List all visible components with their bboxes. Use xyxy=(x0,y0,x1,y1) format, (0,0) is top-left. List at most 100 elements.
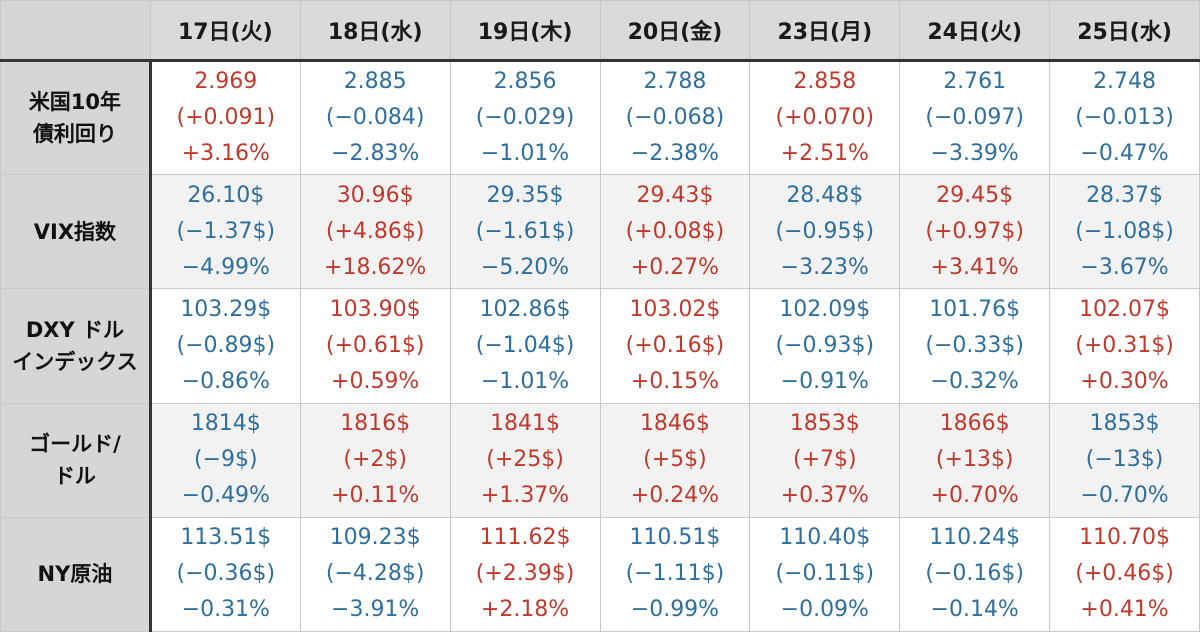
cell-change: (+0.31$) xyxy=(1075,332,1174,358)
data-cell: 110.70$ (+0.46$) +0.41% xyxy=(1049,516,1200,632)
column-header: 25日(水) xyxy=(1049,0,1200,62)
cell-change: (−1.37$) xyxy=(176,218,276,244)
cell-value: 2.858 xyxy=(793,69,857,95)
row-label: ゴールド/ ドル xyxy=(0,402,152,518)
cell-change: (+0.46$) xyxy=(1075,561,1174,587)
cell-change: (−1.61$) xyxy=(475,218,575,244)
cell-value: 1841$ xyxy=(490,411,561,437)
data-cell: 28.37$ (−1.08$) −3.67% xyxy=(1049,174,1200,290)
cell-change: (+13$) xyxy=(935,447,1014,473)
data-cell: 102.86$ (−1.04$) −1.01% xyxy=(449,288,601,404)
cell-change: (−1.11$) xyxy=(625,561,725,587)
column-header: 23日(月) xyxy=(749,0,901,62)
cell-value: 2.761 xyxy=(943,69,1007,95)
data-cell: 2.788 (−0.068) −2.38% xyxy=(599,59,751,176)
data-cell: 1846$ (+5$) +0.24% xyxy=(599,402,751,518)
data-cell: 28.48$ (−0.95$) −3.23% xyxy=(749,174,901,290)
cell-percent: +2.51% xyxy=(780,141,869,167)
data-cell: 102.09$ (−0.93$) −0.91% xyxy=(749,288,901,404)
cell-percent: +0.30% xyxy=(1080,368,1169,394)
cell-change: (+0.070) xyxy=(775,105,875,131)
data-cell: 26.10$ (−1.37$) −4.99% xyxy=(149,174,301,290)
cell-percent: −1.01% xyxy=(480,368,570,394)
cell-value: 110.40$ xyxy=(779,525,871,551)
data-cell: 103.02$ (+0.16$) +0.15% xyxy=(599,288,751,404)
cell-value: 2.885 xyxy=(343,69,407,95)
cell-change: (+0.16$) xyxy=(625,332,725,358)
data-cell: 103.90$ (+0.61$) +0.59% xyxy=(299,288,451,404)
cell-value: 109.23$ xyxy=(329,525,421,551)
cell-value: 2.856 xyxy=(493,69,557,95)
cell-percent: −0.32% xyxy=(930,368,1019,394)
data-cell: 110.51$ (−1.11$) −0.99% xyxy=(599,516,751,632)
cell-percent: +0.41% xyxy=(1080,597,1169,623)
cell-value: 2.788 xyxy=(643,69,707,95)
cell-value: 1846$ xyxy=(639,411,710,437)
cell-change: (−0.33$) xyxy=(925,332,1024,358)
cell-change: (−0.068) xyxy=(625,105,725,131)
cell-value: 101.76$ xyxy=(929,296,1021,322)
cell-value: 2.748 xyxy=(1093,69,1157,95)
cell-change: (−4.28$) xyxy=(325,561,425,587)
data-cell: 1841$ (+25$) +1.37% xyxy=(449,402,601,518)
cell-value: 1814$ xyxy=(190,411,261,437)
cell-change: (−1.08$) xyxy=(1075,218,1174,244)
cell-percent: +3.41% xyxy=(930,254,1019,280)
data-cell: 2.856 (−0.029) −1.01% xyxy=(449,59,601,176)
cell-percent: +0.37% xyxy=(780,483,869,509)
cell-value: 26.10$ xyxy=(187,182,265,208)
data-cell: 2.885 (−0.084) −2.83% xyxy=(299,59,451,176)
column-header: 20日(金) xyxy=(599,0,751,62)
row-label: 米国10年 債利回り xyxy=(0,59,152,176)
data-cell: 2.969 (+0.091) +3.16% xyxy=(149,59,301,176)
cell-percent: −1.01% xyxy=(480,141,570,167)
cell-percent: −2.83% xyxy=(331,141,420,167)
table-header: 17日(火) 18日(水) 19日(木) 20日(金) 23日(月) 24日(火… xyxy=(0,0,1200,62)
cell-value: 111.62$ xyxy=(479,525,571,551)
cell-value: 103.29$ xyxy=(180,296,272,322)
table-row: VIX指数 26.10$ (−1.37$) −4.99% 30.96$ (+4.86$) +… xyxy=(0,174,1200,290)
data-cell: 2.761 (−0.097) −3.39% xyxy=(899,59,1051,176)
table-row: ゴールド/ ドル 1814$ (−9$) −0.49% 1816$ (+2$) +0.11%… xyxy=(0,402,1200,518)
column-header: 19日(木) xyxy=(449,0,601,62)
cell-value: 110.70$ xyxy=(1079,525,1171,551)
data-cell: 110.24$ (−0.16$) −0.14% xyxy=(899,516,1051,632)
data-cell: 1853$ (−13$) −0.70% xyxy=(1049,402,1200,518)
cell-change: (+7$) xyxy=(793,447,857,473)
cell-percent: +0.59% xyxy=(331,368,420,394)
data-cell: 110.40$ (−0.11$) −0.09% xyxy=(749,516,901,632)
cell-percent: −3.23% xyxy=(780,254,869,280)
cell-value: 1866$ xyxy=(939,411,1010,437)
cell-change: (−0.36$) xyxy=(176,561,276,587)
column-header: 18日(水) xyxy=(299,0,451,62)
cell-percent: +18.62% xyxy=(324,254,427,280)
cell-value: 1853$ xyxy=(789,411,860,437)
cell-percent: −5.20% xyxy=(480,254,570,280)
cell-change: (+5$) xyxy=(643,447,707,473)
cell-value: 110.51$ xyxy=(629,525,721,551)
cell-percent: −0.14% xyxy=(930,597,1019,623)
row-label: VIX指数 xyxy=(0,174,152,290)
cell-change: (−0.89$) xyxy=(176,332,276,358)
cell-value: 1853$ xyxy=(1089,411,1160,437)
cell-change: (+0.97$) xyxy=(925,218,1024,244)
cell-percent: −0.31% xyxy=(181,597,270,623)
corner-cell xyxy=(0,0,151,62)
cell-percent: −0.99% xyxy=(630,597,720,623)
cell-change: (+0.08$) xyxy=(625,218,725,244)
cell-value: 29.43$ xyxy=(636,182,714,208)
cell-change: (+25$) xyxy=(486,447,564,473)
data-cell: 2.748 (−0.013) −0.47% xyxy=(1049,59,1200,176)
data-cell: 1814$ (−9$) −0.49% xyxy=(149,402,301,518)
row-label: NY原油 xyxy=(0,516,152,632)
data-cell: 29.43$ (+0.08$) +0.27% xyxy=(599,174,751,290)
cell-value: 28.37$ xyxy=(1086,182,1164,208)
cell-value: 103.02$ xyxy=(629,296,721,322)
cell-percent: −0.91% xyxy=(780,368,869,394)
table-row: DXY ドル インデックス 103.29$ (−0.89$) −0.86% 103.90… xyxy=(0,288,1200,404)
cell-change: (−9$) xyxy=(194,447,258,473)
cell-percent: +0.24% xyxy=(630,483,720,509)
cell-percent: −0.47% xyxy=(1080,141,1169,167)
data-cell: 103.29$ (−0.89$) −0.86% xyxy=(149,288,301,404)
cell-change: (+2.39$) xyxy=(475,561,575,587)
